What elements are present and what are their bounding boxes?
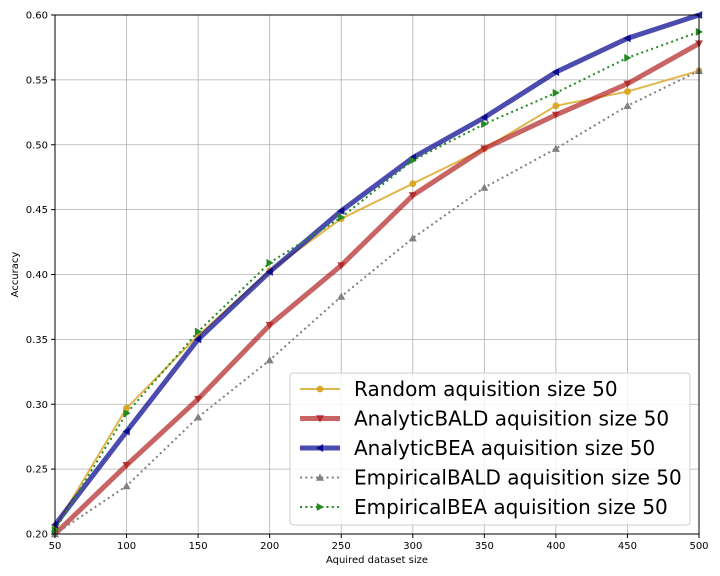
data-point — [624, 88, 631, 95]
data-point — [551, 111, 560, 119]
legend-entry-4: EmpiricalBEA aquisition size 50 — [300, 495, 668, 519]
data-point — [623, 101, 632, 110]
data-point — [551, 68, 560, 77]
legend-label: Random aquisition size 50 — [354, 377, 618, 401]
data-point — [265, 321, 274, 330]
data-point — [194, 327, 203, 336]
x-axis-label: Aquired dataset size — [326, 555, 428, 566]
x-tick-label: 100 — [117, 541, 136, 552]
legend-label: EmpiricalBEA aquisition size 50 — [354, 495, 668, 519]
data-point — [316, 385, 324, 393]
legend-entry-3: EmpiricalBALD aquisition size 50 — [300, 466, 682, 490]
x-tick-label: 400 — [546, 541, 565, 552]
data-point — [623, 80, 632, 88]
x-tick-label: 250 — [332, 541, 351, 552]
data-point — [316, 444, 324, 452]
data-point — [552, 102, 560, 110]
data-point — [338, 213, 346, 222]
series-2 — [51, 11, 703, 529]
data-point — [408, 192, 417, 200]
data-point — [122, 481, 131, 490]
x-tick-label: 300 — [403, 541, 422, 552]
legend-label: AnalyticBEA aquisition size 50 — [354, 436, 655, 460]
data-point — [266, 258, 274, 267]
legend-entry-0: Random aquisition size 50 — [300, 377, 618, 401]
series-layer — [51, 11, 703, 538]
data-point — [623, 34, 631, 43]
y-tick-label: 0.60 — [26, 11, 48, 22]
data-point — [337, 292, 346, 300]
x-tick-label: 200 — [260, 541, 279, 552]
data-point — [122, 462, 131, 470]
data-point — [480, 113, 488, 122]
x-tick-label: 500 — [689, 541, 708, 552]
series-line — [54, 69, 700, 535]
legend-entry-2: AnalyticBEA aquisition size 50 — [300, 436, 655, 460]
y-axis-label: Accuracy — [10, 252, 21, 298]
data-point — [480, 145, 489, 153]
y-tick-label: 0.55 — [26, 75, 48, 86]
series-line — [53, 12, 700, 527]
data-point — [316, 503, 324, 511]
data-point — [408, 234, 417, 242]
data-point — [316, 415, 324, 423]
data-point — [551, 144, 560, 152]
y-tick-label: 0.50 — [26, 140, 48, 151]
y-tick-label: 0.35 — [26, 335, 48, 346]
legend-label: EmpiricalBALD aquisition size 50 — [354, 466, 682, 490]
legend: Random aquisition size 50 AnalyticBALD aq… — [289, 372, 691, 526]
x-tick-label: 350 — [475, 541, 494, 552]
data-point — [481, 119, 489, 128]
series-line — [54, 30, 700, 531]
y-tick-label: 0.45 — [26, 205, 48, 216]
data-point — [122, 427, 130, 436]
data-point — [337, 262, 346, 270]
legend-label: AnalyticBALD aquisition size 50 — [354, 407, 669, 431]
x-tick-label: 50 — [49, 541, 62, 552]
y-axis-ticks: 0.20 0.25 0.30 0.35 0.40 0.45 0.50 0.55 0.60 — [26, 11, 55, 541]
data-point — [316, 473, 324, 481]
legend-box — [289, 372, 691, 526]
data-point — [194, 413, 203, 421]
x-axis-ticks: 50 100 150 200 250 300 350 400 450 500 — [49, 534, 709, 552]
data-point — [123, 409, 131, 418]
data-point — [409, 156, 417, 165]
data-point — [123, 404, 130, 412]
series-line — [53, 41, 701, 536]
data-point — [552, 88, 560, 97]
data-point — [194, 335, 202, 344]
data-point — [194, 395, 203, 404]
y-tick-label: 0.20 — [26, 530, 48, 541]
data-point — [480, 183, 489, 191]
data-point — [265, 356, 274, 364]
data-point — [337, 206, 345, 215]
x-tick-label: 150 — [189, 541, 208, 552]
data-point — [409, 180, 417, 188]
data-point — [624, 53, 632, 62]
x-tick-label: 450 — [618, 541, 637, 552]
legend-entry-1: AnalyticBALD aquisition size 50 — [300, 407, 669, 431]
y-tick-label: 0.30 — [26, 400, 48, 411]
y-tick-label: 0.25 — [26, 465, 48, 476]
y-tick-label: 0.40 — [26, 270, 48, 281]
data-point — [265, 267, 273, 276]
